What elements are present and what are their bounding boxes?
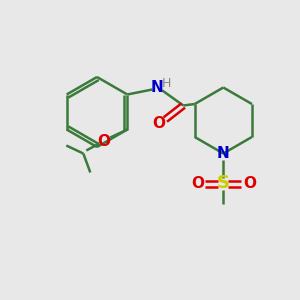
Text: O: O bbox=[97, 134, 110, 149]
Text: S: S bbox=[217, 175, 230, 193]
Text: N: N bbox=[217, 146, 230, 161]
Text: O: O bbox=[152, 116, 165, 131]
Text: N: N bbox=[151, 80, 164, 95]
Text: H: H bbox=[162, 77, 171, 90]
Text: O: O bbox=[243, 176, 256, 191]
Text: O: O bbox=[191, 176, 204, 191]
